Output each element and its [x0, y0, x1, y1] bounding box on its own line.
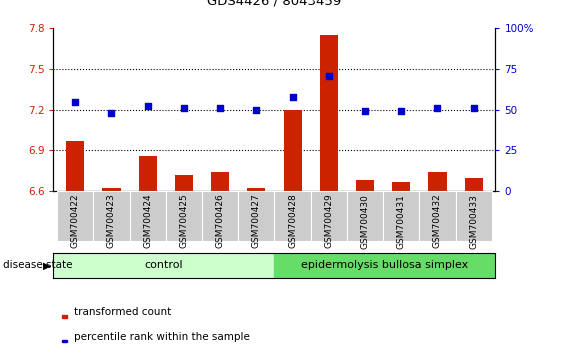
Point	[216, 105, 225, 111]
Text: transformed count: transformed count	[74, 307, 171, 317]
FancyBboxPatch shape	[419, 191, 455, 241]
Bar	[211, 172, 229, 191]
FancyBboxPatch shape	[238, 191, 275, 241]
Point	[288, 94, 297, 99]
Point	[433, 105, 442, 111]
Point	[469, 105, 478, 111]
Point	[360, 109, 369, 114]
Bar	[175, 175, 193, 191]
Bar	[320, 35, 338, 191]
Text: GSM700433: GSM700433	[469, 194, 478, 249]
FancyBboxPatch shape	[93, 191, 129, 241]
Bar	[464, 178, 482, 191]
Bar	[428, 172, 446, 191]
Text: GSM700428: GSM700428	[288, 194, 297, 249]
Point	[143, 104, 152, 109]
Bar	[247, 188, 265, 191]
Text: GSM700429: GSM700429	[324, 194, 333, 249]
Text: disease state: disease state	[3, 261, 72, 270]
Text: control: control	[145, 261, 184, 270]
Text: GSM700431: GSM700431	[397, 194, 406, 249]
Bar	[392, 182, 410, 191]
Text: GSM700423: GSM700423	[107, 194, 116, 249]
FancyBboxPatch shape	[383, 191, 419, 241]
Text: GSM700422: GSM700422	[71, 194, 80, 248]
Bar	[62, 340, 68, 343]
Bar	[66, 141, 84, 191]
Text: GDS4426 / 8043459: GDS4426 / 8043459	[207, 0, 342, 7]
Text: GSM700430: GSM700430	[360, 194, 369, 249]
Text: GSM700426: GSM700426	[216, 194, 225, 249]
Bar	[284, 110, 302, 191]
Text: epidermolysis bullosa simplex: epidermolysis bullosa simplex	[301, 261, 468, 270]
Bar	[275, 253, 495, 278]
Bar	[62, 315, 68, 318]
Bar	[102, 188, 120, 191]
Text: GSM700424: GSM700424	[143, 194, 152, 248]
FancyBboxPatch shape	[202, 191, 238, 241]
FancyBboxPatch shape	[129, 191, 166, 241]
FancyBboxPatch shape	[311, 191, 347, 241]
Point	[107, 110, 116, 116]
Point	[324, 73, 333, 78]
Point	[180, 105, 189, 111]
Bar	[138, 156, 157, 191]
FancyBboxPatch shape	[275, 191, 311, 241]
FancyBboxPatch shape	[455, 191, 492, 241]
Bar	[53, 253, 275, 278]
FancyBboxPatch shape	[57, 191, 93, 241]
Text: GSM700425: GSM700425	[180, 194, 189, 249]
Bar	[356, 180, 374, 191]
FancyBboxPatch shape	[166, 191, 202, 241]
Text: GSM700432: GSM700432	[433, 194, 442, 249]
Point	[71, 99, 80, 104]
Text: ▶: ▶	[43, 261, 51, 270]
Point	[252, 107, 261, 113]
Text: percentile rank within the sample: percentile rank within the sample	[74, 332, 250, 342]
FancyBboxPatch shape	[347, 191, 383, 241]
Point	[397, 109, 406, 114]
Text: GSM700427: GSM700427	[252, 194, 261, 249]
